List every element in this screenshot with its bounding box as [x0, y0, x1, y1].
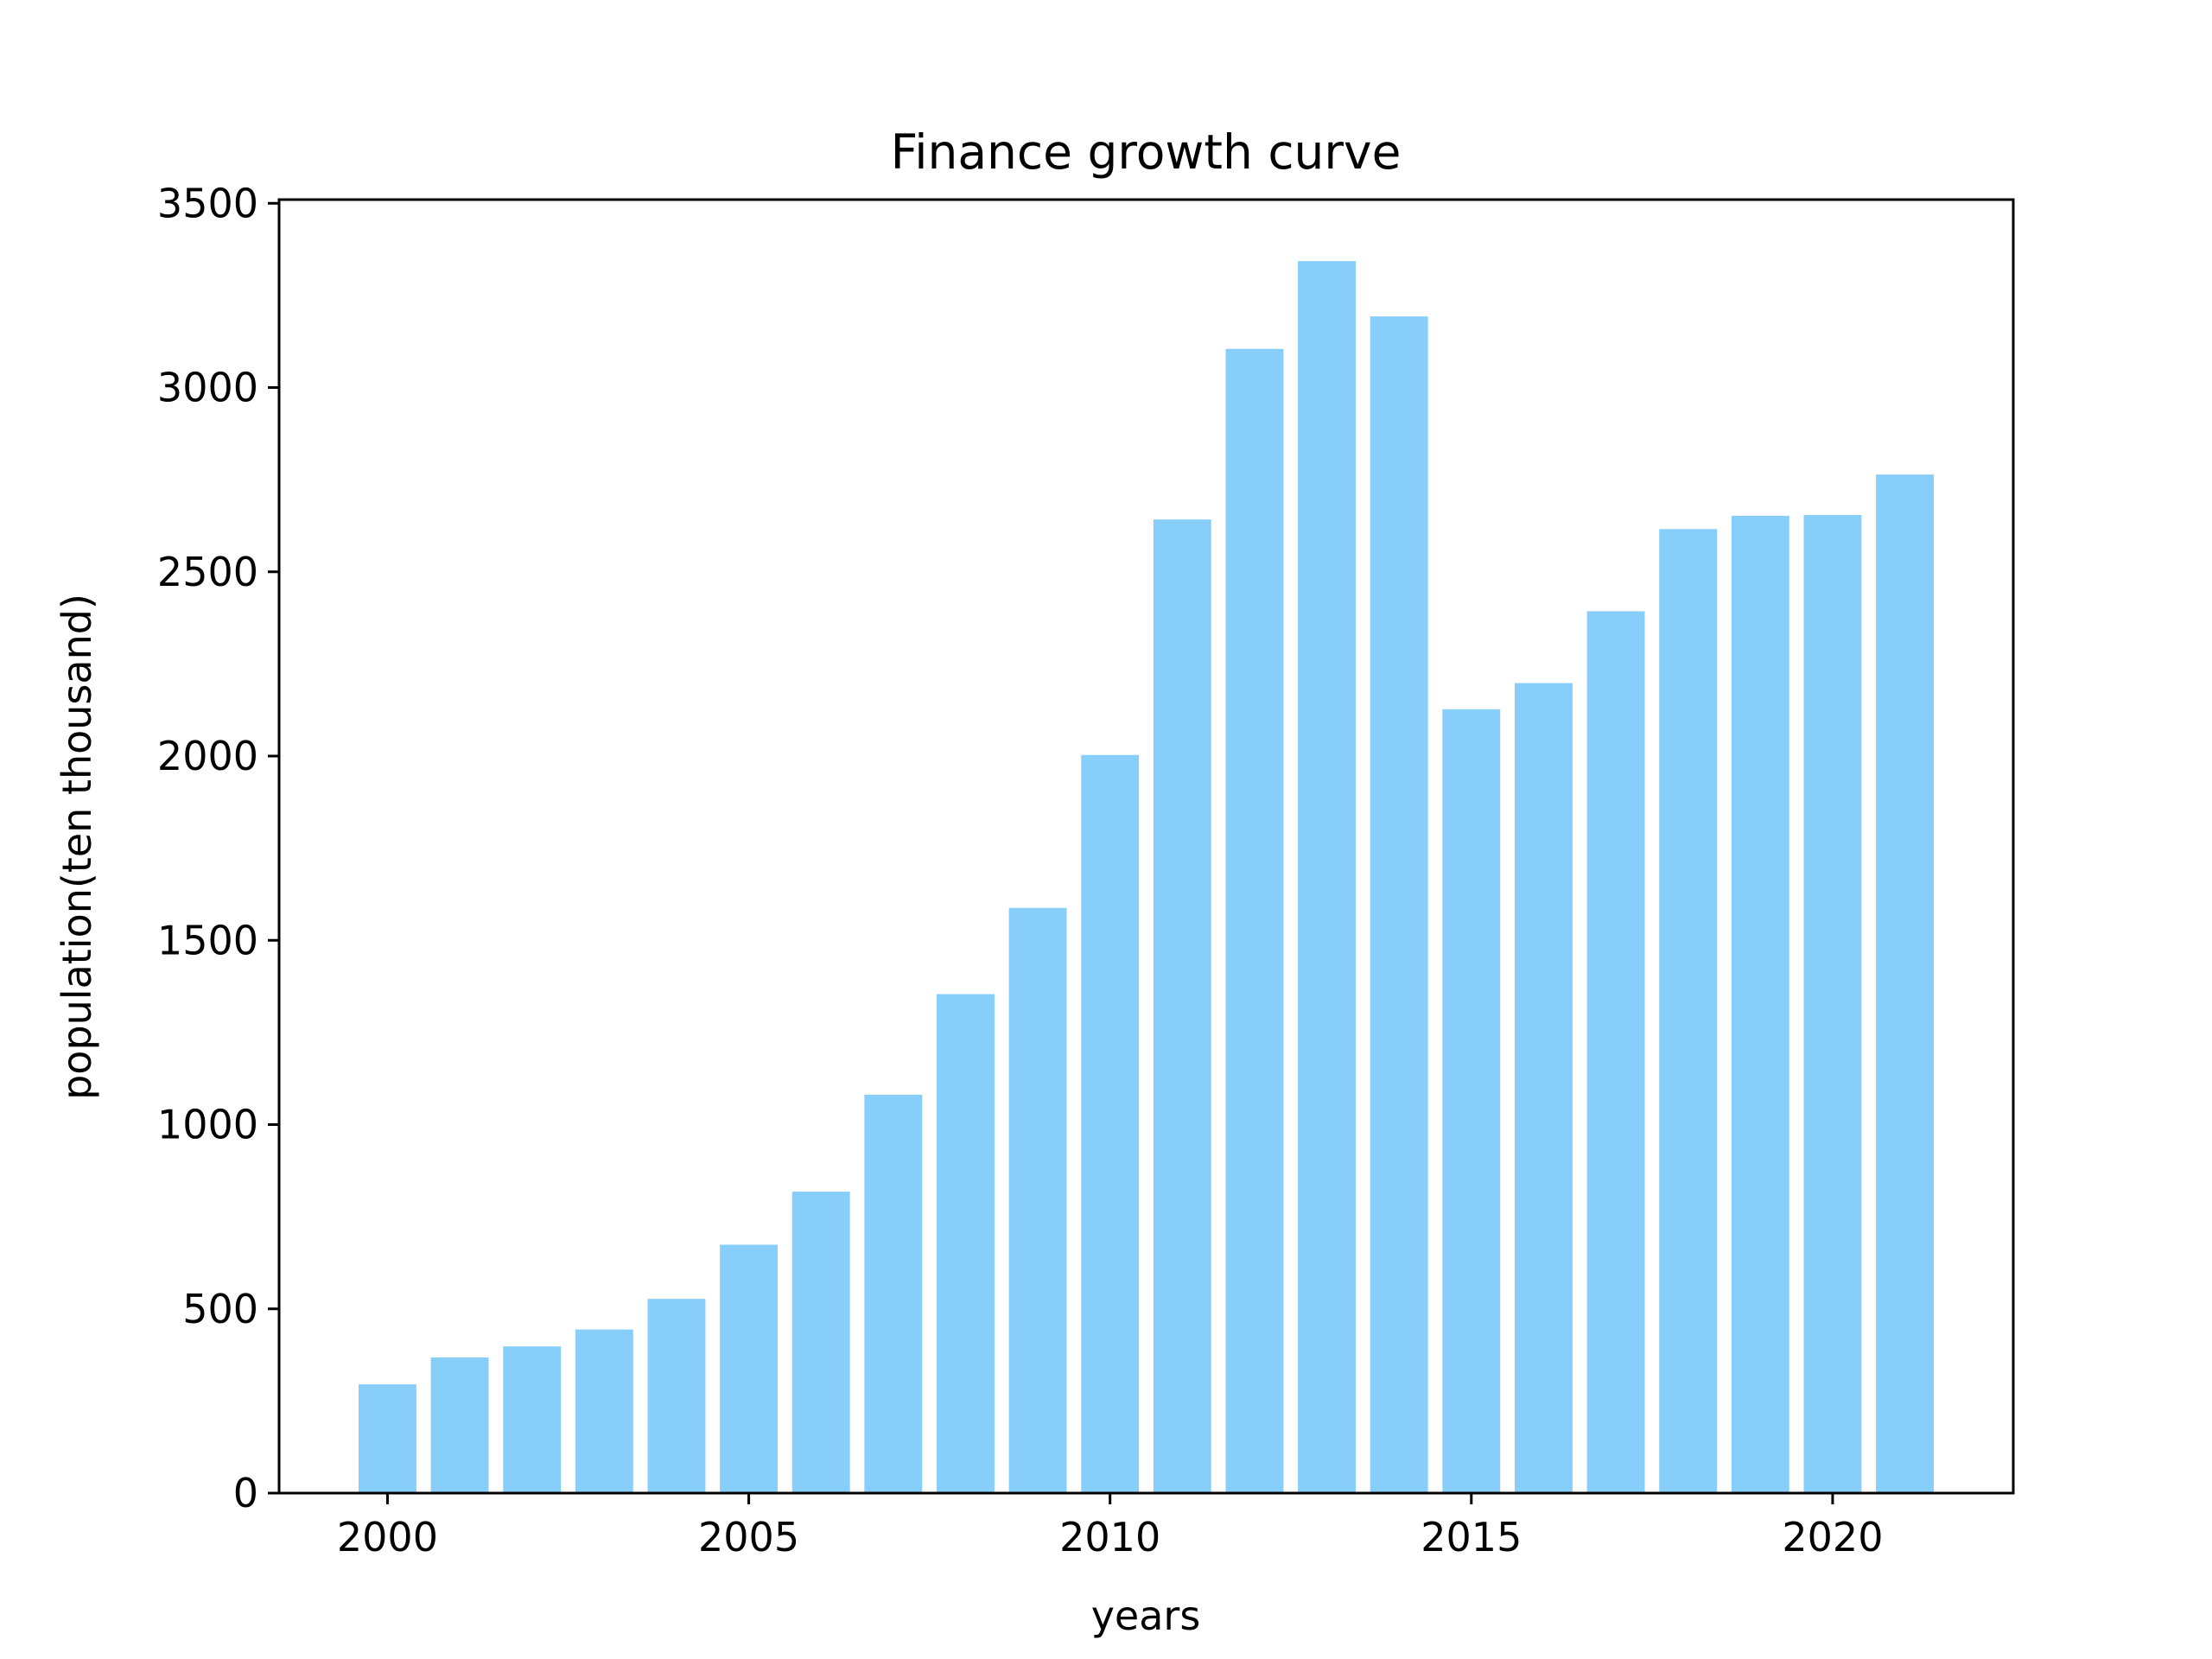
bar-2003: [575, 1329, 633, 1493]
chart-title: Finance growth curve: [891, 124, 1402, 180]
x-tick-label: 2020: [1782, 1514, 1883, 1560]
y-axis-title: population(ten thousand): [54, 594, 100, 1100]
y-tick-label: 1500: [157, 917, 258, 963]
y-tick-label: 500: [182, 1286, 258, 1332]
bar-2005: [720, 1244, 779, 1493]
bar-2017: [1586, 611, 1645, 1493]
bar-2018: [1659, 529, 1718, 1494]
bar-2010: [1081, 754, 1140, 1493]
y-axis: 0 500 1000 1500 2000 2500 3000 3500: [157, 180, 279, 1516]
bars-group: [358, 261, 1935, 1494]
x-axis-title: years: [1091, 1592, 1201, 1639]
bar-2004: [647, 1299, 706, 1493]
y-tick-label: 3000: [157, 365, 258, 411]
bar-2013: [1298, 261, 1357, 1493]
bar-2006: [791, 1192, 850, 1493]
bar-2019: [1731, 515, 1789, 1493]
plot-frame: [277, 198, 2015, 1495]
x-tick-label: 2000: [337, 1514, 438, 1560]
y-tick-label: 2000: [157, 733, 258, 779]
bar-2002: [503, 1346, 562, 1493]
x-tick-label: 2015: [1421, 1514, 1522, 1560]
bar-2007: [864, 1094, 923, 1493]
bar-2016: [1514, 683, 1573, 1493]
x-axis: 2000 2005 2010 2015 2020: [337, 1493, 1883, 1560]
x-tick-label: 2005: [698, 1514, 799, 1560]
bar-2012: [1225, 348, 1284, 1494]
bar-2011: [1153, 519, 1211, 1494]
y-tick-label: 3500: [157, 180, 258, 226]
x-tick-label: 2010: [1059, 1514, 1160, 1560]
bar-2008: [936, 994, 995, 1493]
bar-2009: [1008, 907, 1067, 1493]
bar-2014: [1370, 316, 1428, 1493]
bar-2020: [1803, 515, 1862, 1493]
bar-2001: [430, 1357, 489, 1493]
bar-2000: [358, 1384, 416, 1493]
bar-2021: [1876, 474, 1935, 1494]
y-tick-label: 0: [233, 1470, 258, 1516]
y-tick-label: 2500: [157, 549, 258, 595]
y-tick-label: 1000: [157, 1102, 258, 1148]
bar-2015: [1442, 709, 1501, 1493]
